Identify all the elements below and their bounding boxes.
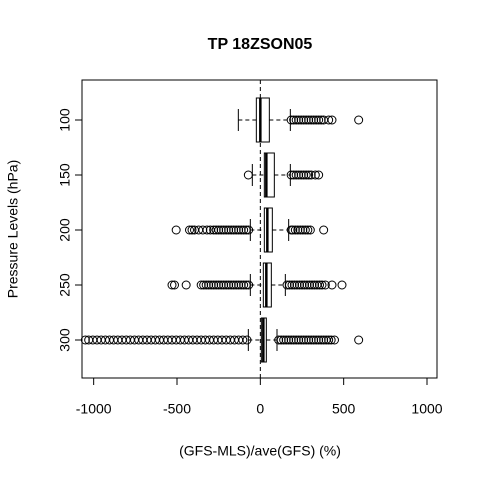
outlier [243, 170, 253, 180]
x-tick-label: 1000 [411, 401, 442, 417]
outlier [187, 225, 197, 235]
outlier [194, 225, 204, 235]
x-tick-label: 0 [256, 401, 264, 417]
outlier [314, 115, 324, 125]
outlier [303, 225, 313, 235]
outlier [324, 115, 334, 125]
box [263, 152, 275, 198]
outlier [301, 170, 311, 180]
outlier [80, 335, 90, 345]
y-tick-label: 150 [57, 163, 73, 187]
y-tick-label: 300 [57, 328, 73, 352]
chart-title: TP 18ZSON05 [208, 36, 313, 53]
outlier [201, 280, 211, 290]
outlier [211, 225, 221, 235]
outlier [300, 225, 310, 235]
outlier [304, 170, 314, 180]
x-tick-label: -1000 [76, 401, 112, 417]
outlier [310, 170, 320, 180]
outlier [305, 225, 315, 235]
outlier [327, 280, 337, 290]
outlier [324, 335, 334, 345]
outlier [315, 280, 324, 290]
y-axis-label: Pressure Levels (hPa) [5, 160, 21, 299]
outlier [84, 335, 94, 345]
outlier [337, 280, 347, 290]
outlier [327, 115, 337, 125]
outlier [317, 280, 327, 290]
outlier [185, 225, 194, 235]
box [255, 97, 270, 143]
x-axis-label: (GFS-MLS)/ave(GFS) (%) [179, 443, 341, 459]
outlier [314, 170, 324, 180]
y-tick-label: 250 [57, 273, 73, 297]
outlier [190, 225, 199, 235]
outlier [170, 280, 179, 290]
outlier [181, 280, 191, 290]
x-tick-label: -500 [163, 401, 191, 417]
outlier [171, 225, 181, 235]
outlier [320, 280, 330, 290]
y-tick-label: 100 [57, 108, 73, 132]
outlier [199, 280, 209, 290]
x-tick-label: 500 [332, 401, 356, 417]
outlier [209, 225, 219, 235]
plot-frame [81, 79, 438, 379]
outlier [167, 280, 177, 290]
outlier [330, 335, 339, 345]
outlier [326, 335, 336, 345]
outlier [319, 225, 329, 235]
outlier [196, 280, 206, 290]
outlier [354, 115, 364, 125]
outlier [354, 335, 364, 345]
y-tick-label: 200 [57, 218, 73, 242]
